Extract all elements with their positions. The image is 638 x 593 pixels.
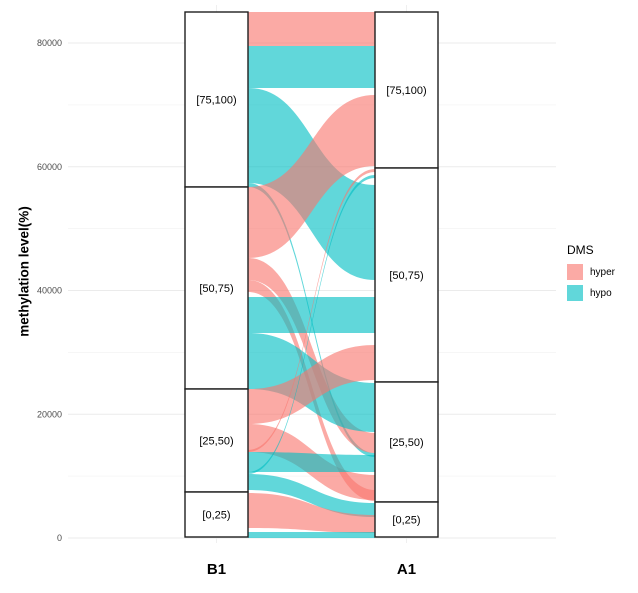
flow-ribbon-hypo xyxy=(248,452,375,472)
y-tick-label: 60000 xyxy=(37,162,62,172)
stratum-box xyxy=(374,501,439,538)
stratum-label: [25,50) xyxy=(389,437,423,449)
flow-ribbon-hyper xyxy=(248,258,375,453)
legend-items: hyper hypo xyxy=(567,264,615,301)
flow-ribbon-hypo xyxy=(248,474,375,517)
stratum-label: [50,75) xyxy=(389,270,423,282)
stratum-box xyxy=(374,11,439,169)
flow-ribbon-hyper xyxy=(248,169,375,452)
y-tick-label: 20000 xyxy=(37,409,62,419)
stratum-box xyxy=(184,388,249,493)
y-axis-title: methylation level(%) xyxy=(16,206,32,337)
y-tick-label: 0 xyxy=(57,533,62,543)
legend-item-label: hyper xyxy=(590,266,616,278)
stratum-label: [0,25) xyxy=(392,515,420,527)
flow-ribbon-hyper xyxy=(248,12,375,46)
legend-item-hypo: hypo xyxy=(567,285,615,301)
stratum-box xyxy=(184,11,249,188)
stratum-label: [75,100) xyxy=(386,85,426,97)
legend-title: DMS xyxy=(567,243,594,257)
flow-ribbon-hypo xyxy=(248,175,375,474)
legend-item-label: hypo xyxy=(590,287,612,299)
legend-swatch-hyper xyxy=(567,264,583,280)
stratum-box xyxy=(374,381,439,503)
flow-ribbon-hyper xyxy=(248,493,375,533)
stratum-label: [50,75) xyxy=(199,283,233,295)
stratum-box xyxy=(184,491,249,538)
flow-ribbon-hyper xyxy=(248,95,375,258)
stratum-label: [75,100) xyxy=(196,95,236,107)
flow-ribbon-hypo xyxy=(248,297,375,333)
legend-swatch-hypo xyxy=(567,285,583,301)
flow-ribbon-hypo xyxy=(248,532,375,538)
y-tick-label: 80000 xyxy=(37,38,62,48)
stratum-label: [25,50) xyxy=(199,436,233,448)
x-axis-label-b1: B1 xyxy=(207,561,226,578)
legend: DMS hyper hypo xyxy=(567,243,615,306)
stratum-label: [0,25) xyxy=(202,510,230,522)
flow-ribbon-hyper xyxy=(248,345,375,424)
stratum-box xyxy=(374,167,439,383)
legend-item-hyper: hyper xyxy=(567,264,615,280)
y-tick-label: 40000 xyxy=(37,286,62,296)
flow-ribbon-hypo xyxy=(248,46,375,88)
x-axis-label-a1: A1 xyxy=(397,561,416,578)
